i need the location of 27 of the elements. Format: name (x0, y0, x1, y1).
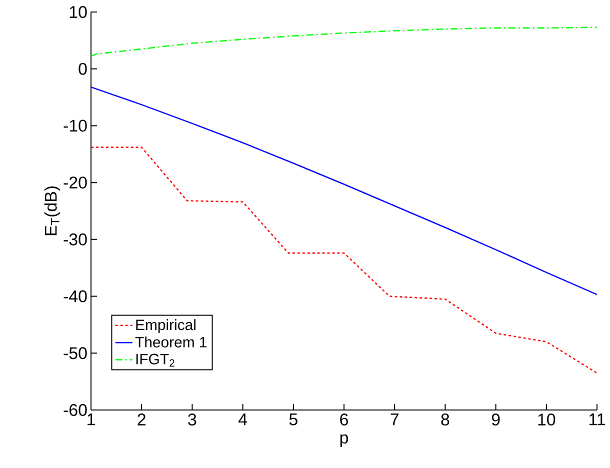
x-tick-label: 3 (188, 414, 196, 426)
y-tick-label: 10 (70, 6, 87, 18)
line-series (91, 26, 598, 57)
y-tick-label: -10 (64, 120, 87, 132)
y-tick-label: 0 (78, 62, 87, 75)
y-tick-label: -60 (64, 404, 87, 416)
y-tick-label: -20 (64, 176, 87, 189)
x-tick-label: 9 (492, 414, 500, 426)
legend-label: Theorem 1 (135, 336, 207, 348)
y-axis-title: E$_{T}$(dB) (44, 186, 60, 236)
y-tick-label: -50 (64, 347, 87, 360)
x-tick-label: 10 (538, 414, 556, 426)
x-tick-label: 11 (590, 414, 605, 426)
x-tick-label: 8 (441, 414, 450, 426)
legend-label: IFGT$_{2}$ (136, 354, 174, 367)
x-axis-title: p (340, 434, 348, 447)
x-tick-label: 6 (340, 414, 348, 426)
legend-label: Empirical (136, 319, 196, 334)
line-series (91, 86, 598, 296)
line-series (91, 146, 598, 374)
x-tick-label: 2 (138, 414, 146, 426)
x-tick-label: 1 (88, 414, 95, 426)
y-tick-label: -40 (64, 290, 87, 302)
x-tick-label: 5 (289, 414, 298, 426)
y-tick-label: -30 (64, 233, 87, 246)
x-tick-label: 7 (390, 414, 398, 426)
x-tick-label: 4 (238, 414, 248, 426)
